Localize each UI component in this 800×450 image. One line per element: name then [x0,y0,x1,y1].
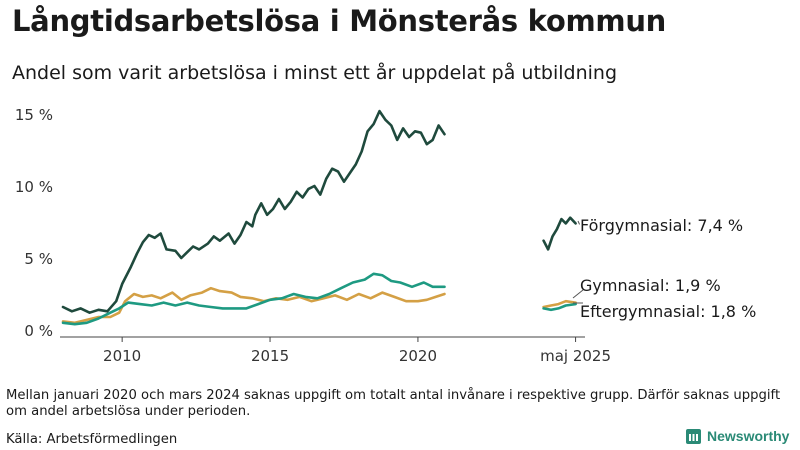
series-end-label-eftergymnasial: Eftergymnasial: 1,8 % [580,302,756,321]
x-tick-label: 2015 [251,347,289,365]
label-leader [577,220,581,225]
y-tick-label: 0 % [24,322,53,340]
series-line-eftergymnasial-1 [61,272,446,326]
series-line-förgymnasial-2 [542,216,577,251]
brand-name: Newsworthy [707,428,790,444]
series-end-label-förgymnasial: Förgymnasial: 7,4 % [580,216,743,235]
y-tick-label: 15 % [15,106,53,124]
series-line-förgymnasial-1 [61,109,446,314]
y-tick-label: 5 % [24,250,53,268]
series-line-eftergymnasial-2 [542,302,577,312]
footnote: Mellan januari 2020 och mars 2024 saknas… [6,388,781,419]
chart-subtitle: Andel som varit arbetslösa i minst ett å… [12,62,618,84]
series-line-gymnasial-2 [542,299,577,309]
chart-logo-icon [686,428,701,444]
series-line-gymnasial-1 [61,286,446,325]
line-chart: 0 % 5 % 10 % 15 % 2010 2015 2020 maj 2025 Förgym… [15,106,756,365]
y-tick-label: 10 % [15,178,53,196]
series-end-label-gymnasial: Gymnasial: 1,9 % [580,276,721,295]
source-text: Källa: Arbetsförmedlingen [6,432,178,447]
x-tick-label: 2010 [103,347,141,365]
x-tick-label: 2020 [399,347,437,365]
label-leader [572,289,584,299]
newsworthy-logo[interactable]: Newsworthy [686,428,789,444]
chart-title: Långtidsarbetslösa i Mönsterås kommun [12,4,667,38]
x-tick-label: maj 2025 [540,347,611,365]
